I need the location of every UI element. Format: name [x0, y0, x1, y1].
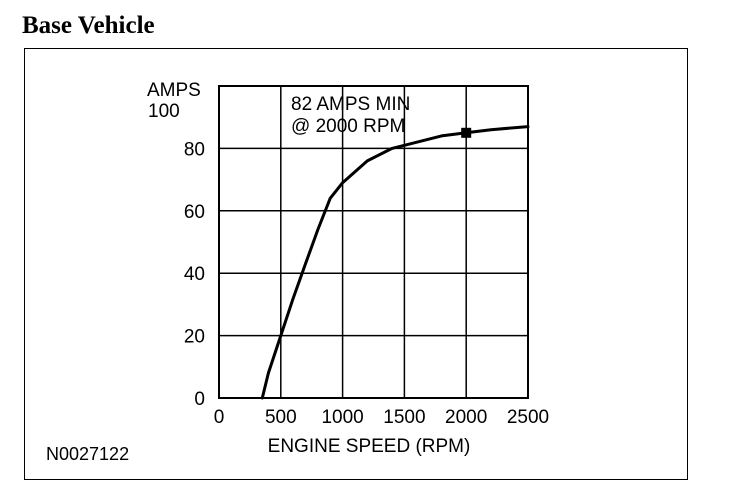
x-tick-label: 1500	[383, 407, 425, 428]
x-tick-label: 2500	[507, 407, 549, 428]
x-tick-label: 2000	[445, 407, 487, 428]
x-tick-label: 500	[265, 407, 297, 428]
figure-frame	[24, 48, 688, 480]
y-tick-label: 80	[184, 139, 205, 160]
annotation-line-2: @ 2000 RPM	[291, 116, 405, 137]
series-line	[260, 125, 530, 400]
annotation-line-1: 82 AMPS MIN	[291, 94, 410, 115]
y-tick-label: 100	[148, 101, 180, 122]
x-tick-label: 1000	[321, 407, 363, 428]
x-axis-label: ENGINE SPEED (RPM)	[268, 436, 471, 457]
figure-id: N0027122	[46, 444, 129, 464]
plot-area	[218, 85, 529, 399]
y-tick-label: 60	[184, 202, 205, 223]
y-tick-label: 0	[194, 389, 205, 410]
page-heading: Base Vehicle	[22, 12, 155, 39]
y-tick-label: 20	[184, 327, 205, 348]
y-tick-label: 40	[184, 264, 205, 285]
x-tick-label: 0	[214, 407, 225, 428]
data-marker-2000-rpm	[461, 127, 472, 138]
y-axis-label: AMPS	[147, 80, 201, 101]
grid-lines	[219, 86, 528, 398]
